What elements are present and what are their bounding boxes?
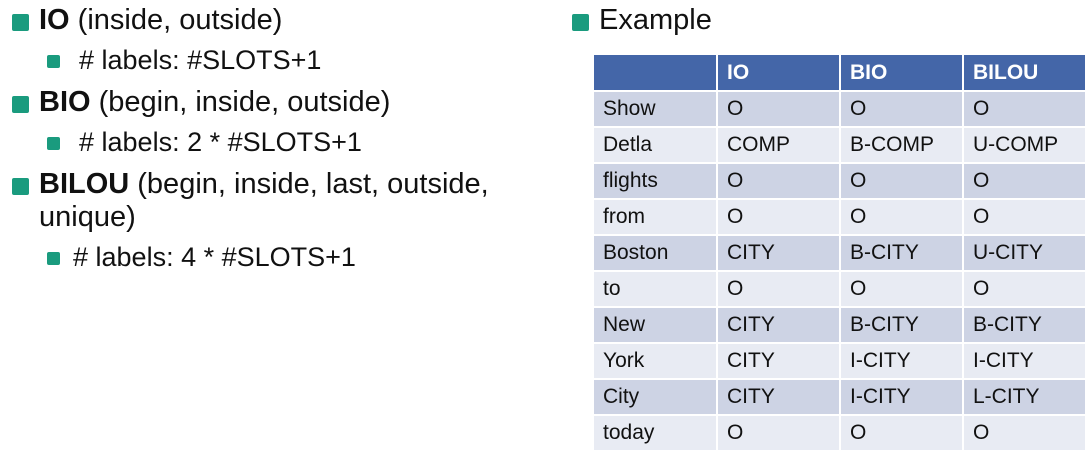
table-row: flights O O O (594, 163, 1087, 200)
square-bullet-icon (47, 252, 60, 265)
table-row: Show O O O (594, 91, 1087, 128)
bio-cell: I-CITY (840, 379, 964, 416)
bullet-description: (begin, inside, last, outside, unique) (39, 168, 489, 233)
sub-bullet-bio: # labels: 2 * #SLOTS+1 (47, 127, 362, 158)
bio-cell: O (840, 91, 964, 128)
bullet-text: IO (inside, outside) (39, 4, 557, 37)
table-row: New CITY B-CITY B-CITY (594, 307, 1087, 344)
square-bullet-icon (12, 14, 29, 31)
word-cell: from (594, 199, 718, 236)
bilou-cell: L-CITY (963, 379, 1087, 416)
square-bullet-icon (572, 14, 589, 31)
bilou-cell: O (963, 199, 1087, 236)
word-cell: to (594, 271, 718, 308)
table-row: to O O O (594, 271, 1087, 308)
io-cell: CITY (717, 307, 841, 344)
word-cell: New (594, 307, 718, 344)
bullet-description: (begin, inside, outside) (90, 86, 391, 118)
bio-cell: O (840, 199, 964, 236)
bio-cell: B-COMP (840, 127, 964, 164)
io-cell: O (717, 271, 841, 308)
bilou-cell: O (963, 415, 1087, 452)
bilou-cell: U-COMP (963, 127, 1087, 164)
bilou-cell: O (963, 271, 1087, 308)
square-bullet-icon (12, 96, 29, 113)
table-row: Detla COMP B-COMP U-COMP (594, 127, 1087, 164)
table-row: today O O O (594, 415, 1087, 452)
io-cell: CITY (717, 235, 841, 272)
word-cell: flights (594, 163, 718, 200)
sub-bullet-text: # labels: 2 * #SLOTS+1 (79, 127, 362, 157)
bio-cell: B-CITY (840, 307, 964, 344)
sub-bullet-bilou: # labels: 4 * #SLOTS+1 (47, 242, 356, 273)
word-cell: City (594, 379, 718, 416)
sub-bullet-io: # labels: #SLOTS+1 (47, 45, 321, 76)
bullet-description: (inside, outside) (69, 4, 283, 36)
bullet-io: IO (inside, outside) (12, 4, 557, 37)
word-cell: Detla (594, 127, 718, 164)
bullet-term: BILOU (39, 168, 130, 200)
word-cell: Show (594, 91, 718, 128)
bilou-cell: O (963, 91, 1087, 128)
io-cell: COMP (717, 127, 841, 164)
tagging-example-table: IO BIO BILOU Show O O O Detla COMP B-COMP U-COM… (594, 55, 1087, 452)
bilou-cell: B-CITY (963, 307, 1087, 344)
sub-bullet-text: # labels: #SLOTS+1 (79, 45, 322, 75)
header-cell-bilou: BILOU (963, 55, 1087, 92)
io-cell: O (717, 199, 841, 236)
square-bullet-icon (47, 137, 60, 150)
word-cell: today (594, 415, 718, 452)
example-heading: Example (572, 4, 712, 37)
sub-bullet-text: # labels: 4 * #SLOTS+1 (73, 242, 356, 272)
square-bullet-icon (12, 178, 29, 195)
bullet-term: BIO (39, 86, 91, 118)
bullet-text: BILOU (begin, inside, last, outside, uni… (39, 168, 557, 234)
bio-cell: I-CITY (840, 343, 964, 380)
table-row: Boston CITY B-CITY U-CITY (594, 235, 1087, 272)
bilou-cell: U-CITY (963, 235, 1087, 272)
header-cell-bio: BIO (840, 55, 964, 92)
bio-cell: O (840, 415, 964, 452)
bilou-cell: I-CITY (963, 343, 1087, 380)
word-cell: York (594, 343, 718, 380)
io-cell: CITY (717, 379, 841, 416)
bullet-bilou: BILOU (begin, inside, last, outside, uni… (12, 168, 557, 234)
table-row: York CITY I-CITY I-CITY (594, 343, 1087, 380)
table-header-row: IO BIO BILOU (594, 55, 1087, 92)
bio-cell: O (840, 271, 964, 308)
bullet-bio: BIO (begin, inside, outside) (12, 86, 557, 119)
io-cell: O (717, 91, 841, 128)
word-cell: Boston (594, 235, 718, 272)
square-bullet-icon (47, 55, 60, 68)
table-row: from O O O (594, 199, 1087, 236)
io-cell: CITY (717, 343, 841, 380)
bio-cell: O (840, 163, 964, 200)
bilou-cell: O (963, 163, 1087, 200)
bio-cell: B-CITY (840, 235, 964, 272)
bullet-text: BIO (begin, inside, outside) (39, 86, 557, 119)
example-heading-text: Example (599, 4, 712, 36)
io-cell: O (717, 163, 841, 200)
header-cell-io: IO (717, 55, 841, 92)
table-row: City CITY I-CITY L-CITY (594, 379, 1087, 416)
io-cell: O (717, 415, 841, 452)
header-cell-word (594, 55, 718, 92)
bullet-term: IO (39, 4, 70, 36)
